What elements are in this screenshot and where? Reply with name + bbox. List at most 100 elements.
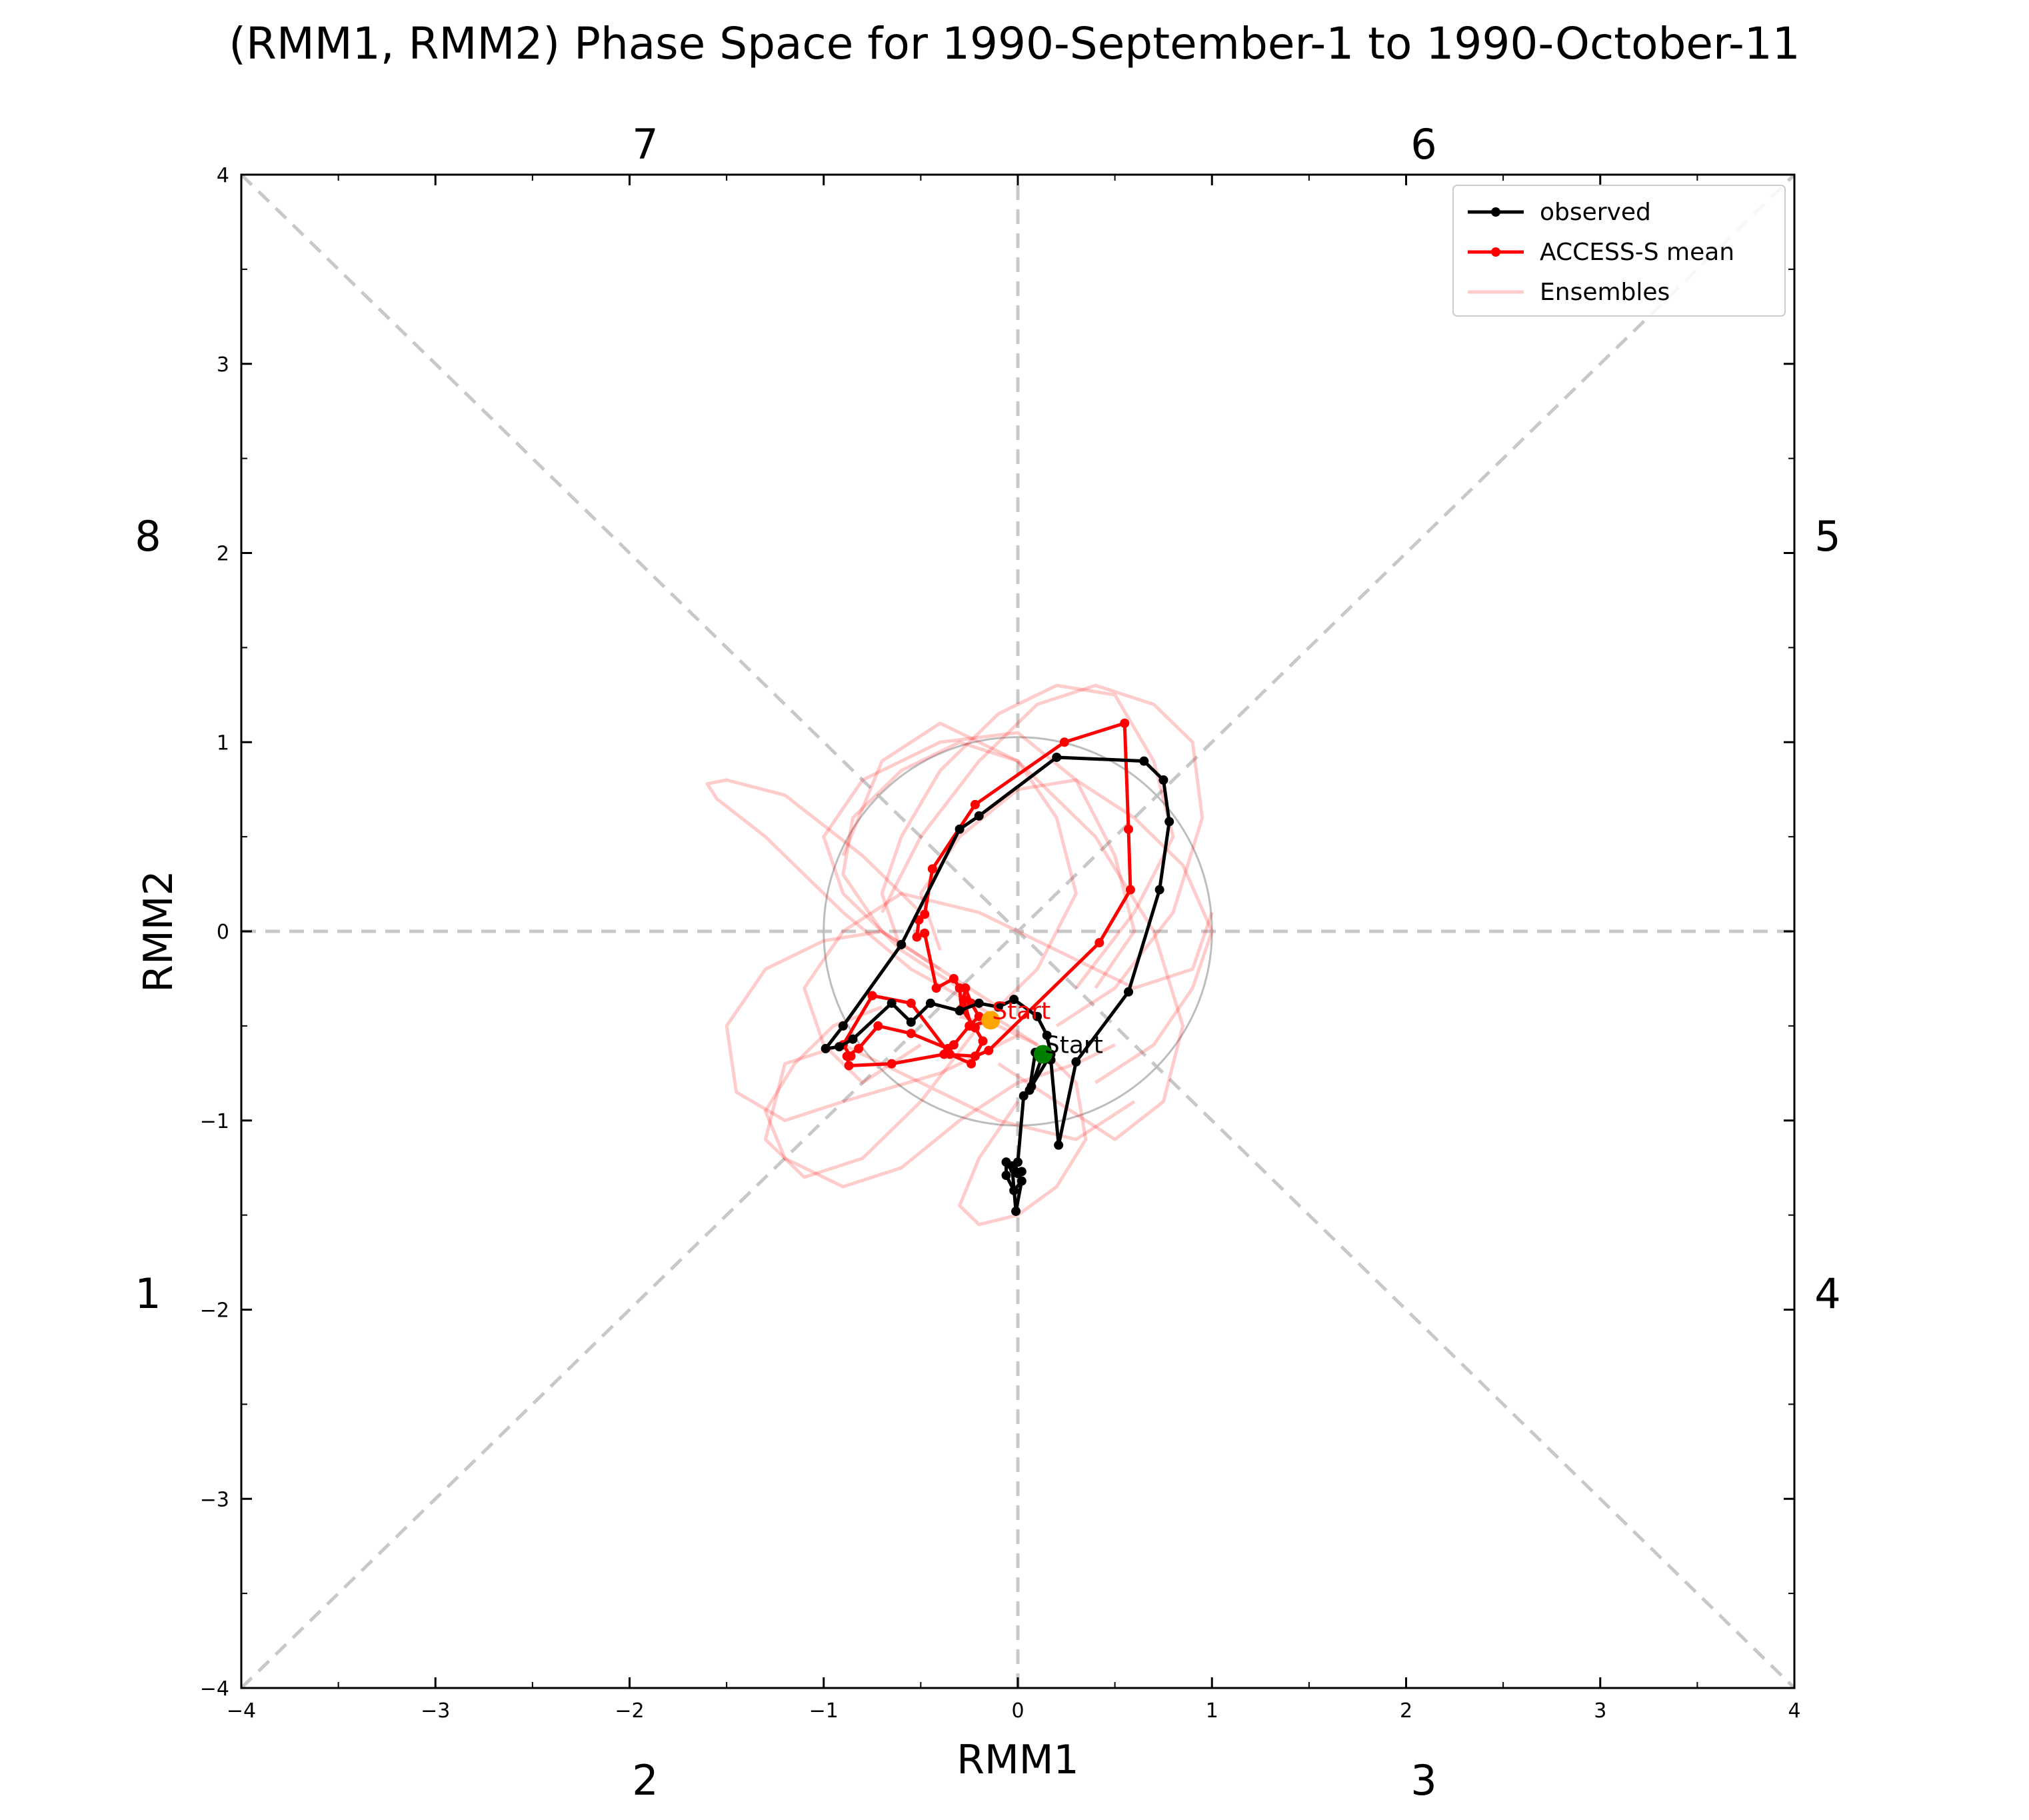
observed-point [1071,1057,1081,1067]
phase-label-5: 5 [1814,512,1840,561]
observed-point [1001,1157,1011,1167]
ensemble-member-line [880,683,1175,989]
mean-point [920,928,930,938]
x-tick-label: −4 [227,1699,256,1723]
legend: observed ACCESS-S mean Ensembles [1452,185,1786,317]
observed-point [1016,1176,1026,1186]
mean-point [873,1021,883,1031]
x-tick-label: 1 [1206,1699,1218,1723]
x-tick-label: −2 [615,1699,644,1723]
observed-point [1009,1185,1019,1195]
y-axis-label: RMM2 [135,870,182,992]
observed-point [835,1042,845,1052]
x-tick-label: 3 [1594,1699,1606,1723]
mean-point [970,1023,980,1033]
mean-point [1059,737,1069,747]
mean-point [1125,885,1135,895]
phase-label-2: 2 [632,1756,658,1805]
y-tick-label: 1 [217,731,229,755]
mean-point [906,998,916,1008]
observed-point [1032,1011,1042,1021]
observed-point [1139,756,1149,766]
observed-point [887,998,897,1008]
phase-label-7: 7 [632,120,658,169]
mean-start-marker [981,1011,1001,1030]
y-tick-label: 4 [217,164,229,187]
ensemble-member-line [803,891,1214,1085]
phase-label-1: 1 [135,1269,161,1318]
observed-point [955,824,965,834]
x-tick-label: −3 [421,1699,450,1723]
mean-point [949,973,959,983]
legend-box [1452,185,1786,317]
observed-point [1011,1206,1021,1216]
mean-point [920,909,930,919]
observed-point [925,998,935,1008]
mean-point [1094,938,1104,948]
y-tick-label: −3 [200,1488,229,1511]
plot-area: Start Start −4−4 −3 −3 −2 −2 −1 −1 0 0 1 1 2 2 3 3 4 4 [200,164,1801,1723]
y-tick-label: 3 [217,353,229,377]
mean-point [955,983,965,993]
phase-label-8: 8 [135,512,161,561]
mean-point [887,1059,897,1069]
observed-point [1164,817,1174,827]
observed-point [838,1021,848,1031]
mean-point [978,1036,988,1046]
ensemble-member-line [880,683,1204,1027]
ensemble-member-line [958,1015,1088,1227]
x-tick-label: −1 [809,1699,839,1723]
mean-start-label: Start [992,997,1050,1025]
observed-point [955,1006,965,1016]
mean-point [970,1051,980,1061]
mean-point [867,991,877,1001]
x-tick-label: 2 [1400,1699,1412,1723]
mean-point [945,1049,955,1059]
observed-point [1054,1140,1064,1150]
ensemble-member-line [822,731,1136,990]
phase-label-4: 4 [1814,1269,1840,1318]
mean-point [846,1051,856,1061]
x-axis-label: RMM1 [957,1737,1078,1783]
observed-point [1018,1091,1028,1101]
observed-point [1009,995,1019,1005]
ensemble-member-line [841,721,1185,1141]
mean-point [912,932,922,942]
mean-point [1124,824,1134,834]
observed-point [848,1034,858,1044]
y-tick-label: 2 [217,543,229,566]
observed-point [1158,775,1168,785]
observed-point [1124,987,1134,997]
ensemble-member-line [763,1025,1136,1179]
legend-label-observed: observed [1540,199,1651,226]
legend-marker-mean [1491,247,1500,257]
observed-point [974,998,984,1008]
observed-point [1052,752,1062,762]
observed-point [993,1002,1003,1012]
observed-point [1042,1031,1052,1041]
observed-point [1024,1085,1034,1095]
x-tick-label: 4 [1788,1699,1800,1723]
y-tick-label: −1 [200,1110,229,1133]
legend-label-ensembles: Ensembles [1540,279,1670,306]
y-tick-label: 0 [217,921,229,944]
legend-label-mean: ACCESS-S mean [1540,239,1734,266]
phase-label-3: 3 [1410,1756,1436,1805]
mean-point [931,983,941,993]
observed-point [1001,1171,1011,1181]
observed-start-marker [1033,1045,1052,1064]
y-tick-label: −2 [200,1299,229,1323]
observed-point [821,1043,831,1053]
mean-point [1120,718,1130,728]
observed-point [974,811,984,821]
chart-title: (RMM1, RMM2) Phase Space for 1990-Septem… [229,18,1800,69]
observed-point [1013,1169,1022,1179]
mean-point [844,1061,854,1071]
y-tick-label: −4 [200,1677,229,1701]
mean-point [927,864,937,874]
x-tick-label: 0 [1011,1699,1024,1723]
mean-point [974,1011,984,1021]
observed-start-label: Start [1044,1031,1103,1059]
mean-point [854,1043,864,1053]
